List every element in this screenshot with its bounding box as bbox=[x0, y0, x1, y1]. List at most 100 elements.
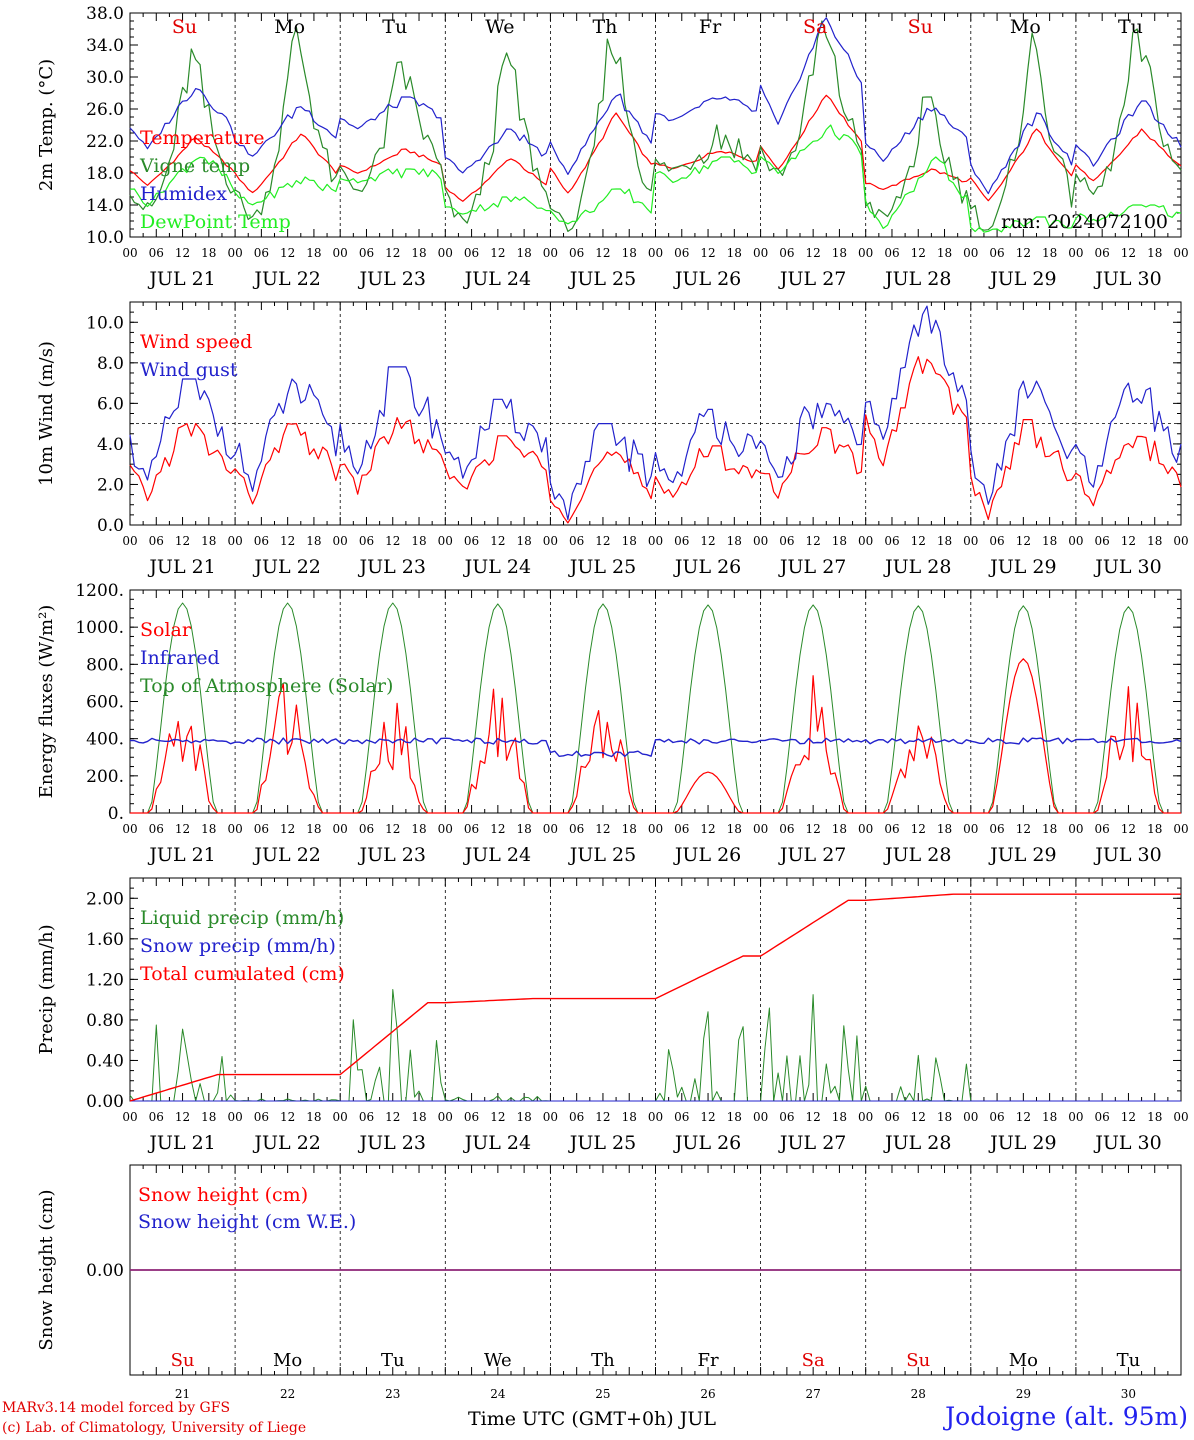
hour-tick-label: 18 bbox=[306, 246, 321, 260]
hour-tick-label: 00 bbox=[858, 534, 873, 548]
hour-tick-label: 18 bbox=[622, 822, 637, 836]
day-number-label: 25 bbox=[595, 1387, 610, 1401]
hour-tick-label: 18 bbox=[1147, 822, 1162, 836]
hour-tick-label: 00 bbox=[753, 822, 768, 836]
model-credit: MARv3.14 model forced by GFS bbox=[2, 1400, 231, 1416]
hour-tick-label: 00 bbox=[122, 246, 137, 260]
hour-tick-label: 12 bbox=[490, 822, 505, 836]
legend-entry: Temperature bbox=[140, 127, 264, 149]
hour-tick-label: 06 bbox=[569, 822, 584, 836]
weekday-label: Tu bbox=[381, 1350, 405, 1371]
day-number-label: 26 bbox=[700, 1387, 715, 1401]
hour-tick-label: 06 bbox=[884, 1110, 899, 1124]
hour-tick-label: 00 bbox=[122, 822, 137, 836]
y-axis-label: Energy fluxes (W/m²) bbox=[36, 605, 57, 799]
y-tick-label: 1.60 bbox=[86, 930, 124, 950]
legend-entry: Solar bbox=[140, 619, 192, 641]
hour-tick-label: 18 bbox=[411, 822, 426, 836]
hour-tick-label: 18 bbox=[622, 1110, 637, 1124]
hour-tick-label: 12 bbox=[385, 246, 400, 260]
y-tick-label: 6.0 bbox=[97, 394, 124, 414]
hour-tick-label: 06 bbox=[569, 534, 584, 548]
hour-tick-label: 12 bbox=[175, 822, 190, 836]
hour-tick-label: 00 bbox=[227, 822, 242, 836]
hour-tick-label: 06 bbox=[254, 1110, 269, 1124]
date-label: JUL 22 bbox=[252, 1132, 320, 1154]
hour-tick-label: 12 bbox=[1121, 246, 1136, 260]
legend-entry: Snow precip (mm/h) bbox=[140, 935, 336, 957]
hour-tick-label: 00 bbox=[753, 534, 768, 548]
hour-tick-label: 06 bbox=[149, 534, 164, 548]
hour-tick-label: 06 bbox=[989, 822, 1004, 836]
date-label: JUL 24 bbox=[463, 556, 531, 578]
date-label: JUL 26 bbox=[673, 844, 741, 866]
hour-tick-label: 18 bbox=[411, 246, 426, 260]
weekday-label: Mo bbox=[274, 16, 305, 38]
hour-tick-label: 18 bbox=[1042, 534, 1057, 548]
hour-tick-label: 06 bbox=[1095, 534, 1110, 548]
hour-tick-label: 06 bbox=[359, 246, 374, 260]
hour-tick-label: 00 bbox=[858, 822, 873, 836]
legend-entry: DewPoint Temp bbox=[140, 211, 291, 233]
hour-tick-label: 00 bbox=[333, 1110, 348, 1124]
hour-tick-label: 00 bbox=[963, 822, 978, 836]
hour-tick-label: 12 bbox=[595, 822, 610, 836]
hour-tick-label: 06 bbox=[464, 822, 479, 836]
legend-entry: Snow height (cm W.E.) bbox=[138, 1211, 356, 1233]
day-number-label: 27 bbox=[806, 1387, 821, 1401]
hour-tick-label: 06 bbox=[464, 534, 479, 548]
weekday-label: Tu bbox=[1118, 16, 1143, 38]
date-label: JUL 21 bbox=[147, 556, 215, 578]
y-tick-label: 0.0 bbox=[97, 516, 124, 536]
date-label: JUL 23 bbox=[358, 268, 426, 290]
y-tick-label: 38.0 bbox=[86, 4, 124, 24]
series-solar-line bbox=[130, 658, 1181, 814]
date-label: JUL 24 bbox=[463, 268, 531, 290]
hour-tick-label: 00 bbox=[1068, 822, 1083, 836]
legend-entry: Vigne temp bbox=[139, 155, 250, 177]
y-tick-label: 400. bbox=[86, 730, 124, 750]
hour-tick-label: 18 bbox=[201, 822, 216, 836]
hour-tick-label: 06 bbox=[254, 534, 269, 548]
hour-tick-label: 06 bbox=[1095, 822, 1110, 836]
hour-tick-label: 06 bbox=[674, 1110, 689, 1124]
hour-tick-label: 12 bbox=[1016, 822, 1031, 836]
date-label: JUL 28 bbox=[883, 268, 951, 290]
hour-tick-label: 06 bbox=[779, 1110, 794, 1124]
hour-tick-label: 00 bbox=[227, 246, 242, 260]
date-label: JUL 30 bbox=[1093, 1132, 1161, 1154]
date-label: JUL 21 bbox=[147, 268, 215, 290]
hour-tick-label: 12 bbox=[280, 822, 295, 836]
station-label: Jodoigne (alt. 95m) bbox=[945, 1402, 1188, 1431]
hour-tick-label: 12 bbox=[911, 822, 926, 836]
hour-tick-label: 18 bbox=[516, 1110, 531, 1124]
hour-tick-label: 06 bbox=[1095, 1110, 1110, 1124]
weekday-label: We bbox=[485, 16, 514, 38]
hour-tick-label: 12 bbox=[595, 534, 610, 548]
hour-tick-label: 12 bbox=[595, 246, 610, 260]
series-total-cumulated-line bbox=[129, 893, 1181, 1102]
hour-tick-label: 18 bbox=[1042, 246, 1057, 260]
series-vigne-temp-line bbox=[129, 20, 1182, 232]
y-tick-label: 0.00 bbox=[86, 1261, 124, 1281]
hour-tick-label: 06 bbox=[989, 246, 1004, 260]
hour-tick-label: 12 bbox=[700, 1110, 715, 1124]
weekday-label: Su bbox=[906, 1350, 930, 1371]
hour-tick-label: 00 bbox=[858, 246, 873, 260]
day-number-label: 23 bbox=[385, 1387, 400, 1401]
hour-tick-label: 06 bbox=[569, 1110, 584, 1124]
series-wind-gust-line bbox=[129, 305, 1182, 521]
weekday-label: Th bbox=[591, 1350, 615, 1371]
hour-tick-label: 18 bbox=[727, 246, 742, 260]
hour-tick-label: 18 bbox=[516, 246, 531, 260]
hour-tick-label: 00 bbox=[543, 1110, 558, 1124]
date-label: JUL 27 bbox=[778, 556, 846, 578]
y-tick-label: 2.00 bbox=[86, 889, 124, 909]
date-label: JUL 23 bbox=[358, 844, 426, 866]
hour-tick-label: 00 bbox=[648, 246, 663, 260]
y-tick-label: 8.0 bbox=[97, 354, 124, 374]
hour-tick-label: 18 bbox=[832, 822, 847, 836]
y-tick-label: 18.0 bbox=[86, 164, 124, 184]
hour-tick-label: 06 bbox=[464, 246, 479, 260]
